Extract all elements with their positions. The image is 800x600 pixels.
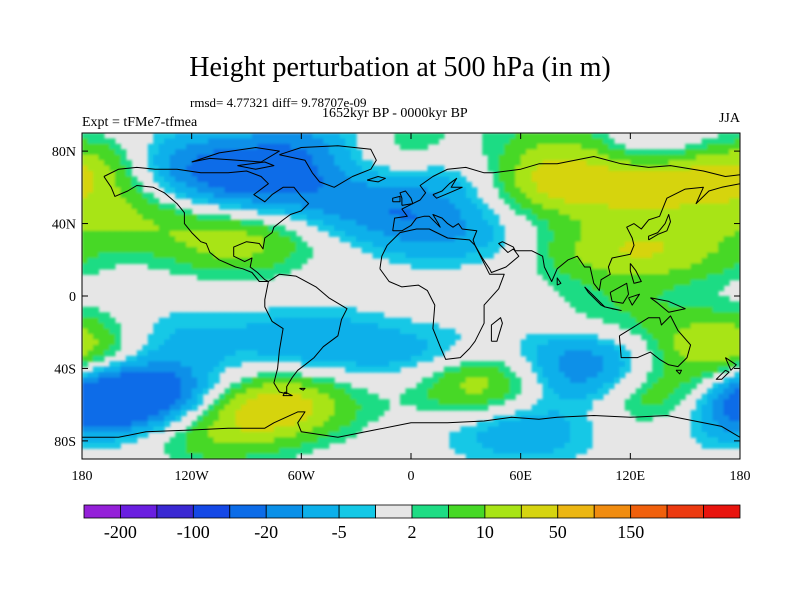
x-tick-label: 180 (730, 469, 751, 484)
colorbar-swatch (484, 504, 522, 519)
colorbar-label: 2 (408, 522, 417, 542)
colorbar-swatch (120, 504, 158, 519)
colorbar-swatch (593, 504, 632, 519)
coastline-path (629, 263, 642, 284)
colorbar-swatch (192, 504, 231, 519)
x-tick-label: 120E (616, 469, 646, 484)
coastline-path (282, 391, 293, 397)
colorbar-swatch (557, 504, 595, 519)
coastline-path (675, 369, 682, 375)
coastline-path (490, 317, 503, 342)
colorbar-swatch (265, 504, 304, 519)
y-tick-label: 40N (52, 218, 76, 233)
y-tick-label: 80N (52, 145, 76, 160)
colorbar-label: 10 (476, 522, 494, 542)
coastline-path (724, 357, 737, 371)
colorbar-swatch (411, 504, 449, 519)
experiment-label: Expt = tFMe7-tfmea (82, 115, 198, 130)
colorbar-swatch (630, 504, 668, 519)
coastline-path (379, 228, 505, 360)
coastline-path (191, 147, 280, 163)
coastline-path (366, 176, 386, 183)
colorbar-label: -20 (254, 522, 278, 542)
coastline-path (618, 315, 692, 368)
season-label: JJA (718, 111, 740, 126)
x-tick-label: 0 (408, 469, 415, 484)
colorbar-label: -5 (332, 522, 347, 542)
map-axes: 180 120W 60W 0 60E 120E 180 80N 40N 0 40S 80S (52, 133, 751, 484)
coastline-path (715, 369, 730, 380)
y-tick-label: 80S (54, 435, 76, 450)
coastline-path (392, 195, 401, 203)
plot-title: Height perturbation at 500 hPa (in m) (189, 52, 611, 83)
coastline-path (103, 166, 310, 282)
colorbar: -200 -100 -20 -5 2 10 50 150 (83, 504, 741, 542)
x-tick-label: 60W (288, 469, 316, 484)
colorbar-swatch (302, 504, 340, 519)
colorbar-swatch (666, 504, 704, 519)
rmsd-stats: rmsd= 4.77321 diff= 9.78707e-09 (190, 95, 367, 110)
coastlines (82, 145, 740, 438)
colorbar-swatch (520, 504, 559, 519)
coastline-path (604, 306, 622, 311)
y-tick-label: 0 (69, 290, 76, 305)
coastline-path (399, 190, 414, 206)
coastline-path (299, 387, 306, 391)
coastline-path (82, 411, 740, 438)
colorbar-label: -200 (104, 522, 137, 542)
coastline-path (628, 293, 640, 306)
coastline-path (392, 156, 740, 292)
coastline-path (264, 273, 348, 395)
coastline-path (279, 145, 377, 188)
colorbar-swatch (156, 504, 194, 519)
colorbar-label: 150 (617, 522, 644, 542)
colorbar-swatch (703, 504, 741, 519)
coastline-path (609, 282, 629, 304)
colorbar-label: 50 (549, 522, 567, 542)
coastline-path (648, 214, 671, 241)
x-tick-label: 60E (509, 469, 532, 484)
coastline-path (237, 161, 275, 170)
x-tick-label: 180 (72, 469, 93, 484)
colorbar-swatch (229, 504, 267, 519)
period-label: 1652kyr BP - 0000kyr BP (322, 106, 468, 121)
colorbar-swatch (375, 504, 413, 519)
colorbar-swatch (83, 504, 121, 519)
coastline-path (432, 177, 463, 199)
coastline-path (556, 277, 562, 286)
coastline-path (584, 286, 606, 308)
x-tick-label: 120W (175, 469, 210, 484)
colorbar-swatch (448, 504, 486, 519)
coastline-path (650, 297, 686, 313)
colorbar-swatch (338, 504, 376, 519)
y-tick-label: 40S (54, 362, 76, 377)
colorbar-label: -100 (177, 522, 210, 542)
